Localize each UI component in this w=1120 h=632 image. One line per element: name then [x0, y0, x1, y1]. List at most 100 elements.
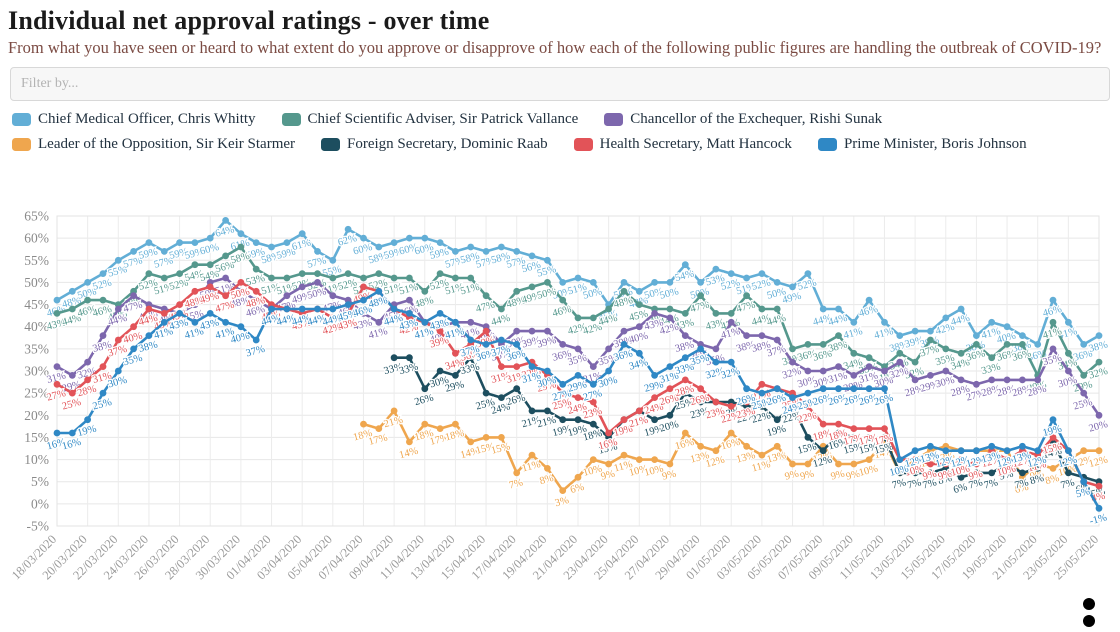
data-point[interactable]	[574, 345, 582, 353]
data-point[interactable]	[911, 327, 919, 335]
data-point[interactable]	[789, 403, 796, 410]
data-point[interactable]	[574, 416, 582, 424]
data-point[interactable]	[574, 372, 582, 379]
data-point[interactable]	[99, 363, 107, 370]
data-point[interactable]	[390, 407, 398, 415]
data-point[interactable]	[1095, 358, 1103, 366]
data-point[interactable]	[467, 354, 475, 362]
data-point[interactable]	[697, 442, 704, 450]
data-point[interactable]	[130, 292, 138, 300]
data-point[interactable]	[835, 385, 842, 393]
data-point[interactable]	[973, 380, 980, 388]
data-point[interactable]	[1034, 447, 1042, 455]
data-point[interactable]	[237, 243, 245, 251]
filter-input[interactable]	[10, 66, 1110, 101]
data-point[interactable]	[252, 239, 260, 246]
data-point[interactable]	[145, 332, 153, 339]
data-point[interactable]	[513, 363, 521, 370]
data-point[interactable]	[773, 336, 781, 344]
data-point[interactable]	[329, 314, 337, 322]
data-point[interactable]	[452, 248, 459, 255]
data-point[interactable]	[68, 389, 76, 397]
legend-item[interactable]: Prime Minister, Boris Johnson	[817, 136, 1027, 153]
data-point[interactable]	[482, 434, 490, 441]
data-point[interactable]	[589, 380, 597, 388]
data-point[interactable]	[222, 252, 230, 260]
data-point[interactable]	[804, 389, 812, 397]
data-point[interactable]	[896, 469, 904, 477]
data-point[interactable]	[513, 341, 521, 348]
data-point[interactable]	[605, 345, 612, 353]
data-point[interactable]	[84, 358, 91, 366]
data-point[interactable]	[406, 274, 413, 282]
data-point[interactable]	[804, 270, 812, 277]
data-point[interactable]	[145, 305, 153, 313]
data-point[interactable]	[298, 305, 306, 313]
data-point[interactable]	[589, 398, 597, 406]
data-point[interactable]	[375, 287, 383, 295]
data-point[interactable]	[865, 385, 873, 393]
data-point[interactable]	[252, 296, 260, 304]
legend-item[interactable]: Chief Scientific Adviser, Sir Patrick Va…	[281, 111, 578, 128]
data-point[interactable]	[1049, 465, 1057, 472]
data-point[interactable]	[191, 261, 199, 269]
data-point[interactable]	[835, 420, 842, 428]
data-point[interactable]	[681, 310, 689, 317]
data-point[interactable]	[605, 429, 612, 437]
data-point[interactable]	[176, 310, 184, 317]
data-point[interactable]	[620, 341, 628, 348]
data-point[interactable]	[911, 447, 919, 455]
data-point[interactable]	[651, 394, 658, 401]
data-point[interactable]	[176, 239, 184, 246]
data-point[interactable]	[314, 279, 321, 286]
data-point[interactable]	[329, 292, 337, 300]
data-point[interactable]	[237, 230, 245, 238]
data-point[interactable]	[160, 310, 168, 317]
data-point[interactable]	[973, 447, 980, 455]
data-point[interactable]	[1049, 416, 1057, 424]
data-point[interactable]	[1003, 447, 1011, 455]
data-point[interactable]	[268, 274, 275, 282]
data-point[interactable]	[436, 367, 444, 375]
data-point[interactable]	[1003, 341, 1011, 348]
data-point[interactable]	[743, 274, 750, 282]
data-point[interactable]	[68, 305, 76, 313]
data-point[interactable]	[252, 336, 260, 344]
data-point[interactable]	[635, 456, 643, 463]
data-point[interactable]	[145, 239, 153, 246]
data-point[interactable]	[1019, 376, 1026, 384]
data-point[interactable]	[681, 261, 689, 269]
data-point[interactable]	[651, 416, 658, 424]
data-point[interactable]	[559, 416, 567, 424]
data-point[interactable]	[344, 270, 352, 277]
data-point[interactable]	[589, 279, 597, 286]
data-point[interactable]	[222, 274, 230, 282]
data-point[interactable]	[758, 389, 766, 397]
data-point[interactable]	[942, 314, 950, 322]
data-point[interactable]	[1049, 434, 1057, 441]
data-point[interactable]	[896, 358, 904, 366]
data-point[interactable]	[467, 243, 475, 251]
data-point[interactable]	[237, 287, 245, 295]
data-point[interactable]	[375, 318, 383, 326]
data-point[interactable]	[681, 376, 689, 384]
data-point[interactable]	[911, 469, 919, 477]
data-point[interactable]	[865, 456, 873, 463]
data-point[interactable]	[773, 279, 781, 286]
data-point[interactable]	[666, 314, 674, 322]
data-point[interactable]	[1080, 341, 1088, 348]
data-point[interactable]	[789, 358, 796, 366]
data-point[interactable]	[804, 434, 812, 441]
data-point[interactable]	[498, 434, 505, 441]
data-point[interactable]	[681, 389, 689, 397]
data-point[interactable]	[911, 376, 919, 384]
data-point[interactable]	[804, 341, 812, 348]
data-point[interactable]	[666, 460, 674, 468]
data-point[interactable]	[1049, 318, 1057, 326]
data-point[interactable]	[1019, 332, 1026, 339]
data-point[interactable]	[666, 411, 674, 419]
data-point[interactable]	[942, 345, 950, 353]
data-point[interactable]	[620, 279, 628, 286]
data-point[interactable]	[927, 336, 934, 344]
data-point[interactable]	[758, 270, 766, 277]
